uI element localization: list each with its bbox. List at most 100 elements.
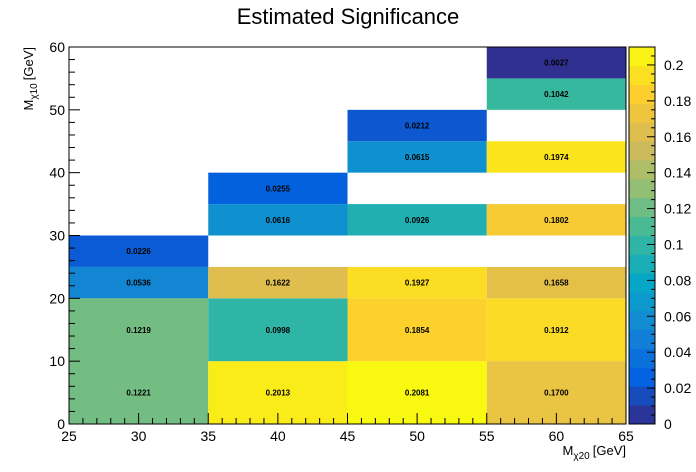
heatmap-cell [69,266,209,299]
x-tick-label: 25 [61,428,77,444]
colorbar-segment [629,273,655,293]
heatmap-cell [486,47,626,79]
colorbar-segment [629,47,655,67]
x-axis-label-main: M [563,443,574,458]
x-tick-label: 40 [270,428,286,444]
x-tick-label: 60 [549,428,565,444]
heatmap-cell [208,298,348,362]
cell-value-label: 0.1221 [126,389,151,398]
y-tick-label: 20 [49,290,65,306]
cell-value-label: 0.1042 [544,90,569,99]
cell-value-label: 0.2081 [405,389,430,398]
heatmap-cell [347,298,487,362]
x-tick-label: 45 [340,428,356,444]
colorbar-segment [629,84,655,104]
y-tick-label: 10 [49,353,65,369]
cell-value-label: 0.1219 [126,326,151,335]
cell-value-label: 0.1802 [544,216,569,225]
heatmap-cell [347,266,487,299]
cell-value-label: 0.1927 [405,279,430,288]
y-axis-label-subscript: χ10 [29,83,40,100]
x-tick-label: 35 [200,428,216,444]
colorbar-segment [629,348,655,368]
plot-area: 0.1221 0.1219 0.0536 0.0226 0.2013 0.0998 0.16… [69,47,626,424]
colorbar-segment [629,178,655,199]
colorbar-tick-label: 0 [664,416,672,432]
heatmap-cell [208,204,348,236]
cell-value-label: 0.0616 [266,216,291,225]
colorbar-segment [629,367,655,387]
colorbar-segment [629,310,655,331]
chart-title: Estimated Significance [237,4,460,29]
colorbar-tick-label: 0.2 [664,57,684,73]
heatmap-cell [69,235,209,267]
cell-value-label: 0.1658 [544,279,569,288]
x-axis-label-subscript: χ20 [573,451,590,462]
colorbar-tick-label: 0.12 [664,201,691,217]
colorbar-segment [629,254,655,274]
x-tick-label: 50 [409,428,425,444]
cell-value-label: 0.1912 [544,326,569,335]
colorbar-segment [629,329,655,349]
heatmap-cell [486,141,626,173]
colorbar-segment [629,103,655,123]
x-tick-label: 30 [131,428,147,444]
x-axis-label: Mχ20 [GeV] [563,443,626,462]
colorbar-segment [629,235,655,255]
y-axis-label-unit: [GeV] [21,47,36,80]
colorbar-segment [629,197,655,218]
colorbar-segment [629,386,655,406]
cell-value-label: 0.0027 [544,59,569,68]
cell-value-label: 0.0536 [126,279,151,288]
colorbar-segment [629,160,655,180]
heatmap-cell [347,141,487,173]
cell-value-label: 0.1700 [544,389,569,398]
colorbar-tick-label: 0.06 [664,308,691,324]
cell-value-label: 0.1854 [405,326,430,335]
y-tick-label: 0 [57,416,65,432]
heatmap-cell [486,78,626,110]
heatmap-cell [486,298,626,362]
colorbar-segment [629,141,655,161]
cell-value-label: 0.2013 [266,389,291,398]
heatmap-cell [486,266,626,299]
cell-value-label: 0.0255 [266,184,291,193]
colorbar-tick-label: 0.14 [664,165,691,181]
colorbar-segment [629,122,655,142]
colorbar-segment [629,65,655,86]
colorbar-segment [629,405,655,425]
cell-value-label: 0.0226 [126,247,151,256]
y-axis-label-main: M [21,100,36,111]
colorbar-tick-label: 0.16 [664,129,691,145]
y-tick-label: 40 [49,165,65,181]
colorbar-tick-label: 0.18 [664,93,691,109]
y-tick-label: 50 [49,102,65,118]
x-tick-label: 55 [479,428,495,444]
colorbar: 0 0.02 0.04 0.06 0.08 0.1 0.12 0.14 0.16 0.18 0.2 [628,46,691,432]
colorbar-tick-label: 0.02 [664,380,691,396]
colorbar-tick-label: 0.1 [664,236,684,252]
heatmap-cell [208,172,348,205]
heatmap-cell [347,109,487,142]
heatmap-cell [347,204,487,236]
cell-value-label: 0.1974 [544,153,569,162]
y-axis-label: Mχ10 [GeV] [21,47,40,110]
colorbar-segment [629,216,655,236]
colorbar-segment [629,292,655,312]
x-axis-label-unit: [GeV] [593,443,626,458]
y-tick-label: 60 [49,39,65,55]
cell-value-label: 0.1622 [266,279,291,288]
cell-value-label: 0.0926 [405,216,430,225]
cell-value-label: 0.0212 [405,122,430,131]
colorbar-tick-label: 0.08 [664,272,691,288]
x-tick-label: 65 [618,428,634,444]
heatmap-cell [486,204,626,236]
colorbar-tick-label: 0.04 [664,344,691,360]
heatmap-cell [208,266,348,299]
cell-value-label: 0.0998 [266,326,291,335]
heatmap-cell [69,298,209,424]
y-tick-label: 30 [49,228,65,244]
cell-value-label: 0.0615 [405,153,430,162]
